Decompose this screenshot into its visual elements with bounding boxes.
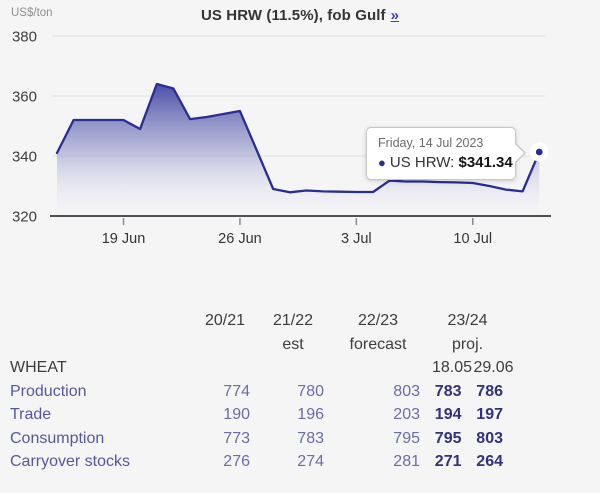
tooltip-value-line: ● US HRW: $341.34 — [378, 153, 513, 171]
x-axis-label-2: 3 Jul — [341, 231, 372, 247]
value-cell: 795 — [393, 429, 420, 447]
empty-cell — [262, 356, 336, 380]
row-label: Consumption — [10, 429, 105, 447]
series-dot-icon: ● — [378, 154, 386, 170]
value-cell: 274 — [297, 453, 324, 470]
price-chart-svg[interactable]: 380 360 340 320 US$/ton 19 Jun 26 Jun 3 Jul 10 J… — [0, 0, 600, 260]
col-header-2223: 22/23 — [357, 312, 399, 329]
value-cell: 786 — [476, 382, 503, 400]
value-cell: 196 — [297, 406, 324, 423]
row-label: Production — [10, 382, 87, 400]
price-area-fill — [57, 84, 540, 216]
wheat-table: 20/21 21/22 22/23 23/24 est forecast proj. WHEA… — [10, 309, 515, 474]
col-header-2122: 21/22 — [272, 312, 314, 329]
col-header-2324: 23/24 — [447, 312, 488, 329]
value-cell: 197 — [476, 406, 503, 423]
proj-date-1805: 18.05 — [432, 359, 473, 376]
x-axis-label-0: 19 Jun — [102, 231, 146, 247]
section-label-wheat: WHEAT — [10, 359, 67, 376]
value-cell: 795 — [434, 429, 462, 447]
chart-title-text: US HRW (11.5%), fob Gulf — [200, 7, 386, 24]
value-cell: 783 — [434, 382, 462, 400]
table-row: Production 774 780 803 783 786 — [10, 380, 515, 404]
col-subheader-est: est — [282, 335, 304, 353]
value-cell: 780 — [297, 382, 324, 400]
table-row: 20/21 21/22 22/23 23/24 — [10, 309, 515, 333]
table-row: WHEAT 18.05 29.06 — [10, 356, 515, 380]
value-cell: 774 — [223, 382, 250, 400]
y-axis-label-380: 380 — [12, 29, 37, 46]
value-cell: 194 — [434, 406, 462, 423]
row-label: Trade — [10, 406, 52, 423]
tooltip-value: $341.34 — [458, 153, 513, 171]
table-row: Carryover stocks 276 274 281 271 264 — [10, 450, 515, 474]
price-line — [55, 82, 541, 194]
value-cell: 773 — [223, 429, 250, 447]
proj-date-2906: 29.06 — [473, 359, 514, 376]
price-chart-section: 380 360 340 320 US$/ton 19 Jun 26 Jun 3 Jul 10 J… — [0, 0, 600, 260]
value-cell: 190 — [223, 406, 250, 423]
highlight-point-dot[interactable] — [535, 148, 543, 156]
empty-cell — [336, 356, 432, 380]
tooltip-date: Friday, 14 Jul 2023 — [378, 136, 484, 150]
table-row: Consumption 773 783 795 795 803 — [10, 427, 515, 451]
value-cell: 803 — [476, 429, 503, 447]
value-cell: 281 — [393, 453, 420, 470]
table-row: est forecast proj. — [10, 333, 515, 357]
x-axis-label-1: 26 Jun — [218, 231, 262, 247]
table-row: Trade 190 196 203 194 197 — [10, 403, 515, 427]
col-header-2021: 20/21 — [204, 312, 246, 329]
value-cell: 783 — [297, 429, 324, 447]
value-cell: 271 — [434, 453, 462, 470]
empty-cell — [200, 356, 262, 380]
y-axis-label-340: 340 — [12, 149, 37, 166]
value-cell: 276 — [223, 453, 250, 470]
value-cell: 803 — [393, 382, 420, 400]
tooltip-series-label: US HRW: — [389, 153, 455, 171]
y-axis-unit-label: US$/ton — [11, 7, 53, 19]
wheat-balance-section: 20/21 21/22 22/23 23/24 est forecast proj. WHEA… — [10, 309, 515, 474]
row-label: Carryover stocks — [10, 453, 131, 470]
chart-tooltip: Friday, 14 Jul 2023 ● US HRW: $341.34 — [366, 127, 526, 180]
col-subheader-forecast: forecast — [349, 335, 407, 353]
x-axis-label-3: 10 Jul — [453, 231, 492, 247]
header-empty-cell — [10, 333, 200, 357]
col-subheader-empty — [200, 333, 262, 357]
value-cell: 264 — [476, 453, 503, 470]
value-cell: 203 — [393, 406, 420, 423]
chart-title-link[interactable]: » — [390, 7, 400, 24]
col-subheader-proj: proj. — [451, 335, 484, 353]
y-axis-label-320: 320 — [12, 209, 37, 226]
y-axis-label-360: 360 — [12, 89, 37, 106]
header-empty-cell — [10, 309, 200, 333]
chart-title: US HRW (11.5%), fob Gulf» — [0, 7, 600, 24]
